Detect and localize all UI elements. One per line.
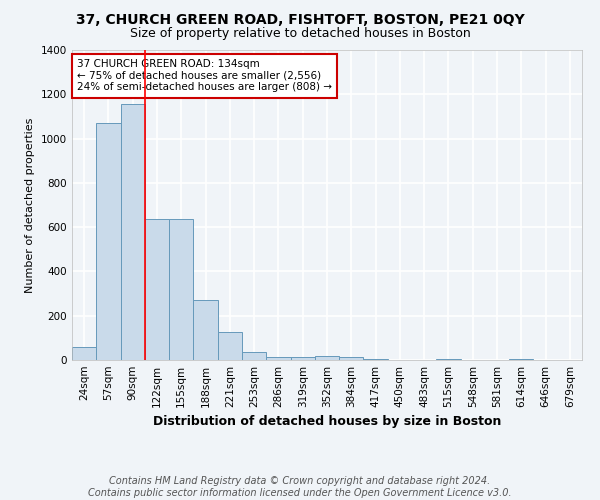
Text: 37 CHURCH GREEN ROAD: 134sqm
← 75% of detached houses are smaller (2,556)
24% of: 37 CHURCH GREEN ROAD: 134sqm ← 75% of de… (77, 60, 332, 92)
Bar (193, 300, 218, 360)
Text: Contains HM Land Registry data © Crown copyright and database right 2024.
Contai: Contains HM Land Registry data © Crown c… (88, 476, 512, 498)
Bar (266, 356, 290, 360)
Bar (315, 356, 339, 360)
Bar (436, 359, 461, 360)
Bar (169, 220, 193, 360)
Bar (72, 346, 96, 360)
Text: 37, CHURCH GREEN ROAD, FISHTOFT, BOSTON, PE21 0QY: 37, CHURCH GREEN ROAD, FISHTOFT, BOSTON,… (76, 12, 524, 26)
Bar (242, 352, 266, 360)
Bar (290, 356, 315, 360)
Bar (218, 332, 242, 360)
X-axis label: Distribution of detached houses by size in Boston: Distribution of detached houses by size … (153, 416, 501, 428)
Bar (145, 220, 169, 360)
Bar (509, 359, 533, 360)
Bar (121, 104, 145, 360)
Bar (364, 359, 388, 360)
Bar (96, 123, 121, 360)
Bar (339, 358, 364, 360)
Y-axis label: Number of detached properties: Number of detached properties (25, 118, 35, 292)
Text: Size of property relative to detached houses in Boston: Size of property relative to detached ho… (130, 28, 470, 40)
